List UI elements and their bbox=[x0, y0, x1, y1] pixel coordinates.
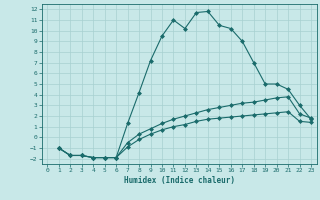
X-axis label: Humidex (Indice chaleur): Humidex (Indice chaleur) bbox=[124, 176, 235, 185]
